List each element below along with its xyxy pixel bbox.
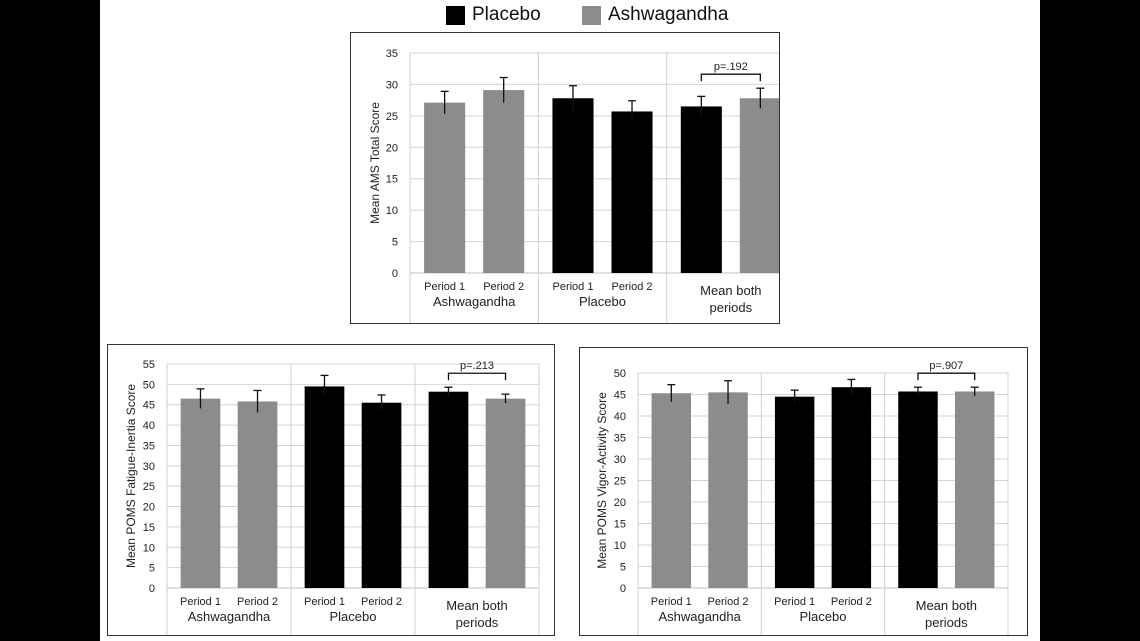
x-tick-label: Period 2 [237,596,278,608]
chart-svg: 0 5 10 15 20 25 30 35 Mean AMS Total Score Period… [368,48,779,323]
group-label: Mean both [700,283,761,298]
significance-bracket [700,73,761,82]
bar [485,398,526,588]
y-tick-label: 10 [386,205,398,217]
bar [898,391,938,588]
group-label: periods [925,615,968,630]
y-tick-label: 35 [386,48,398,60]
chart-svg: 0 5 10 15 20 25 30 35 40 45 50 Mean POMS Vigor-Acti… [595,360,1009,635]
significance-label: p=.907 [929,360,963,372]
group-label: Ashwagandha [433,294,516,309]
bar [739,98,779,273]
bar [651,393,692,588]
bar [180,398,221,588]
y-tick-label: 45 [614,390,626,402]
legend-label-ashwagandha: Ashwagandha [608,4,729,25]
bar [237,401,278,588]
y-tick-label: 0 [392,268,398,280]
legend-label-placebo: Placebo [472,4,541,25]
group-label: Ashwagandha [658,609,741,624]
bar [680,106,722,273]
y-tick-label: 45 [143,400,155,412]
y-tick-label: 50 [143,379,155,391]
group-label: Placebo [579,294,626,309]
group-label: Placebo [800,609,847,624]
y-axis-label: Mean POMS Vigor-Activity Score [595,392,609,569]
y-tick-label: 25 [614,476,626,488]
significance-bracket [917,372,976,381]
significance-label: p=.192 [714,61,748,73]
y-tick-label: 25 [386,111,398,123]
y-tick-label: 30 [614,454,626,466]
y-tick-label: 0 [149,583,155,595]
bar [428,391,469,588]
x-tick-label: Period 2 [708,596,749,608]
y-tick-label: 20 [614,497,626,509]
group-label: Placebo [330,609,377,624]
group-label: Mean both [446,598,507,613]
y-tick-label: 20 [386,142,398,154]
y-tick-label: 0 [620,583,626,595]
bar [954,391,995,588]
x-tick-label: Period 1 [774,596,815,608]
legend: Placebo Ashwagandha [100,4,1040,28]
y-tick-label: 20 [143,502,155,514]
chart-poms-vigor: 0 5 10 15 20 25 30 35 40 45 50 Mean POMS Vigor-Acti… [579,347,1028,636]
x-tick-label: Period 2 [612,281,653,293]
bar [611,111,653,273]
chart-svg: 0 5 10 15 20 25 30 35 40 45 50 55 Mean POMS Fatigue-… [124,359,540,635]
figure-canvas: Placebo Ashwagandha 0 5 10 15 20 25 30 35 Mean A… [100,0,1040,641]
x-tick-label: Period 1 [651,596,692,608]
y-tick-label: 5 [149,563,155,575]
bar [708,392,748,588]
x-tick-label: Period 1 [552,281,593,293]
y-tick-label: 30 [386,79,398,91]
x-tick-label: Period 2 [361,596,402,608]
bar [552,98,594,273]
y-tick-label: 15 [614,519,626,531]
x-tick-label: Period 1 [304,596,345,608]
y-tick-label: 40 [614,411,626,423]
y-tick-label: 5 [620,562,626,574]
placebo-swatch-icon [446,5,465,25]
bar [483,90,525,273]
bar [304,386,345,588]
bar [424,102,466,274]
y-tick-label: 15 [143,522,155,534]
x-tick-label: Period 1 [180,596,221,608]
legend-item-placebo: Placebo [446,4,541,26]
y-tick-label: 35 [143,440,155,452]
y-tick-label: 15 [386,174,398,186]
y-tick-label: 25 [143,481,155,493]
bar [361,402,402,588]
y-axis-label: Mean POMS Fatigue-Inertia Score [124,384,138,568]
chart-ams-total: 0 5 10 15 20 25 30 35 Mean AMS Total Score Period… [350,32,780,324]
y-tick-label: 10 [143,542,155,554]
significance-bracket [447,372,507,381]
y-tick-label: 10 [614,540,626,552]
group-label: periods [456,615,499,630]
group-label: Ashwagandha [188,609,271,624]
y-axis-label: Mean AMS Total Score [368,102,382,224]
legend-item-ashwagandha: Ashwagandha [582,4,728,26]
ashwagandha-swatch-icon [582,5,601,25]
group-label: Mean both [916,598,977,613]
bar [774,396,815,588]
chart-poms-fatigue: 0 5 10 15 20 25 30 35 40 45 50 55 Mean POMS Fatigue-… [107,344,555,636]
y-tick-label: 30 [143,461,155,473]
bar [831,387,872,588]
x-tick-label: Period 2 [483,281,524,293]
x-tick-label: Period 2 [831,596,872,608]
y-tick-label: 55 [143,359,155,371]
group-label: periods [710,300,753,315]
y-tick-label: 5 [392,237,398,249]
y-tick-label: 35 [614,433,626,445]
x-tick-label: Period 1 [424,281,465,293]
y-tick-label: 40 [143,420,155,432]
y-tick-label: 50 [614,368,626,380]
significance-label: p=.213 [460,360,494,372]
